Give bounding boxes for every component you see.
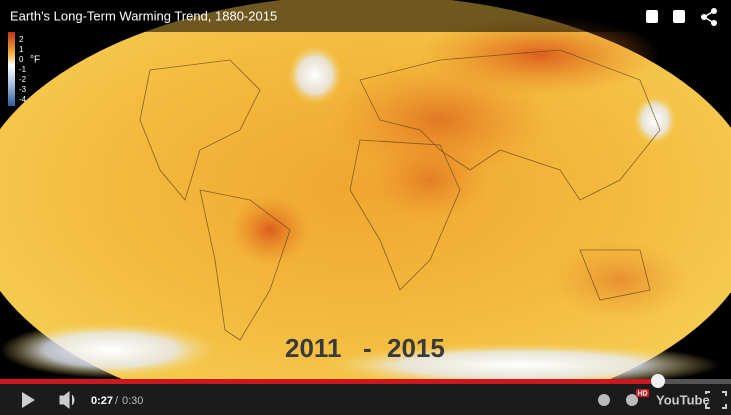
youtube-logo[interactable]: YouTube: [656, 392, 710, 407]
share-button[interactable]: [701, 8, 717, 26]
progress-played: [0, 379, 658, 384]
like-button[interactable]: [646, 10, 658, 23]
volume-button[interactable]: [59, 390, 75, 410]
watch-later-button[interactable]: [598, 394, 610, 406]
color-legend: °F 210-1-2-3-4: [8, 32, 40, 106]
title-bar: [0, 0, 731, 32]
dislike-button[interactable]: [673, 10, 685, 23]
hd-badge: HD: [637, 390, 647, 397]
year-end: 2015: [387, 333, 445, 363]
year-dash: -: [363, 333, 372, 363]
year-start: 2011: [285, 333, 341, 363]
progress-handle[interactable]: [651, 374, 665, 388]
video-title: Earth's Long-Term Warming Trend, 1880-20…: [10, 8, 277, 23]
time-separator: /: [115, 395, 119, 407]
top-actions: [646, 8, 717, 26]
legend-tick: 2: [19, 35, 24, 44]
legend-tick: -3: [19, 85, 27, 94]
legend-unit: °F: [30, 55, 40, 66]
year-overlay: 2011 - 2015: [285, 333, 445, 363]
legend-bar: [8, 32, 15, 106]
legend-tick: -4: [19, 95, 27, 104]
duration: 0:30: [122, 395, 143, 407]
play-button[interactable]: [22, 392, 35, 408]
legend-tick: -2: [19, 75, 27, 84]
hd-badge-bg: [636, 389, 649, 397]
legend-tick: -1: [19, 65, 27, 74]
current-time: 0:27: [91, 395, 113, 407]
legend-tick: 0: [19, 55, 24, 64]
fullscreen-button[interactable]: [705, 391, 727, 409]
legend-tick: 1: [19, 45, 24, 54]
settings-button[interactable]: [626, 394, 638, 406]
